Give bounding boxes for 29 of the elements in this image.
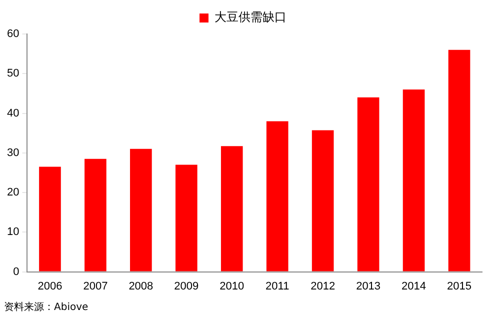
x-tick-label: 2010 [220,280,244,292]
bar [39,166,61,272]
legend-label: 大豆供需缺口 [214,10,286,24]
bar [312,130,334,272]
x-tick-label: 2006 [38,280,62,292]
x-tick-label: 2011 [266,280,290,292]
x-tick-label: 2013 [356,280,381,292]
bar [266,121,288,272]
y-tick-label: 50 [6,68,20,80]
bar [357,97,380,272]
x-tick-label: 2012 [310,280,336,292]
x-tick-label: 2014 [402,280,426,292]
y-tick-label: 30 [6,146,20,159]
y-tick-label: 40 [6,107,20,120]
bar [84,158,106,272]
text: 资料来源：Abiove [4,300,88,314]
bar [175,164,198,272]
x-tick-label: 2015 [447,280,472,292]
y-tick-label: 10 [6,226,20,238]
y-tick-label: 60 [6,28,20,40]
bar [448,50,470,272]
x-tick-label: 2007 [83,280,108,292]
y-tick-label: 0 [13,266,20,278]
bar [402,89,425,272]
x-tick-label: 2009 [174,280,199,292]
x-tick-label: 2008 [128,280,154,292]
y-tick-label: 20 [6,186,20,199]
bar [130,148,152,272]
bar [220,146,243,272]
